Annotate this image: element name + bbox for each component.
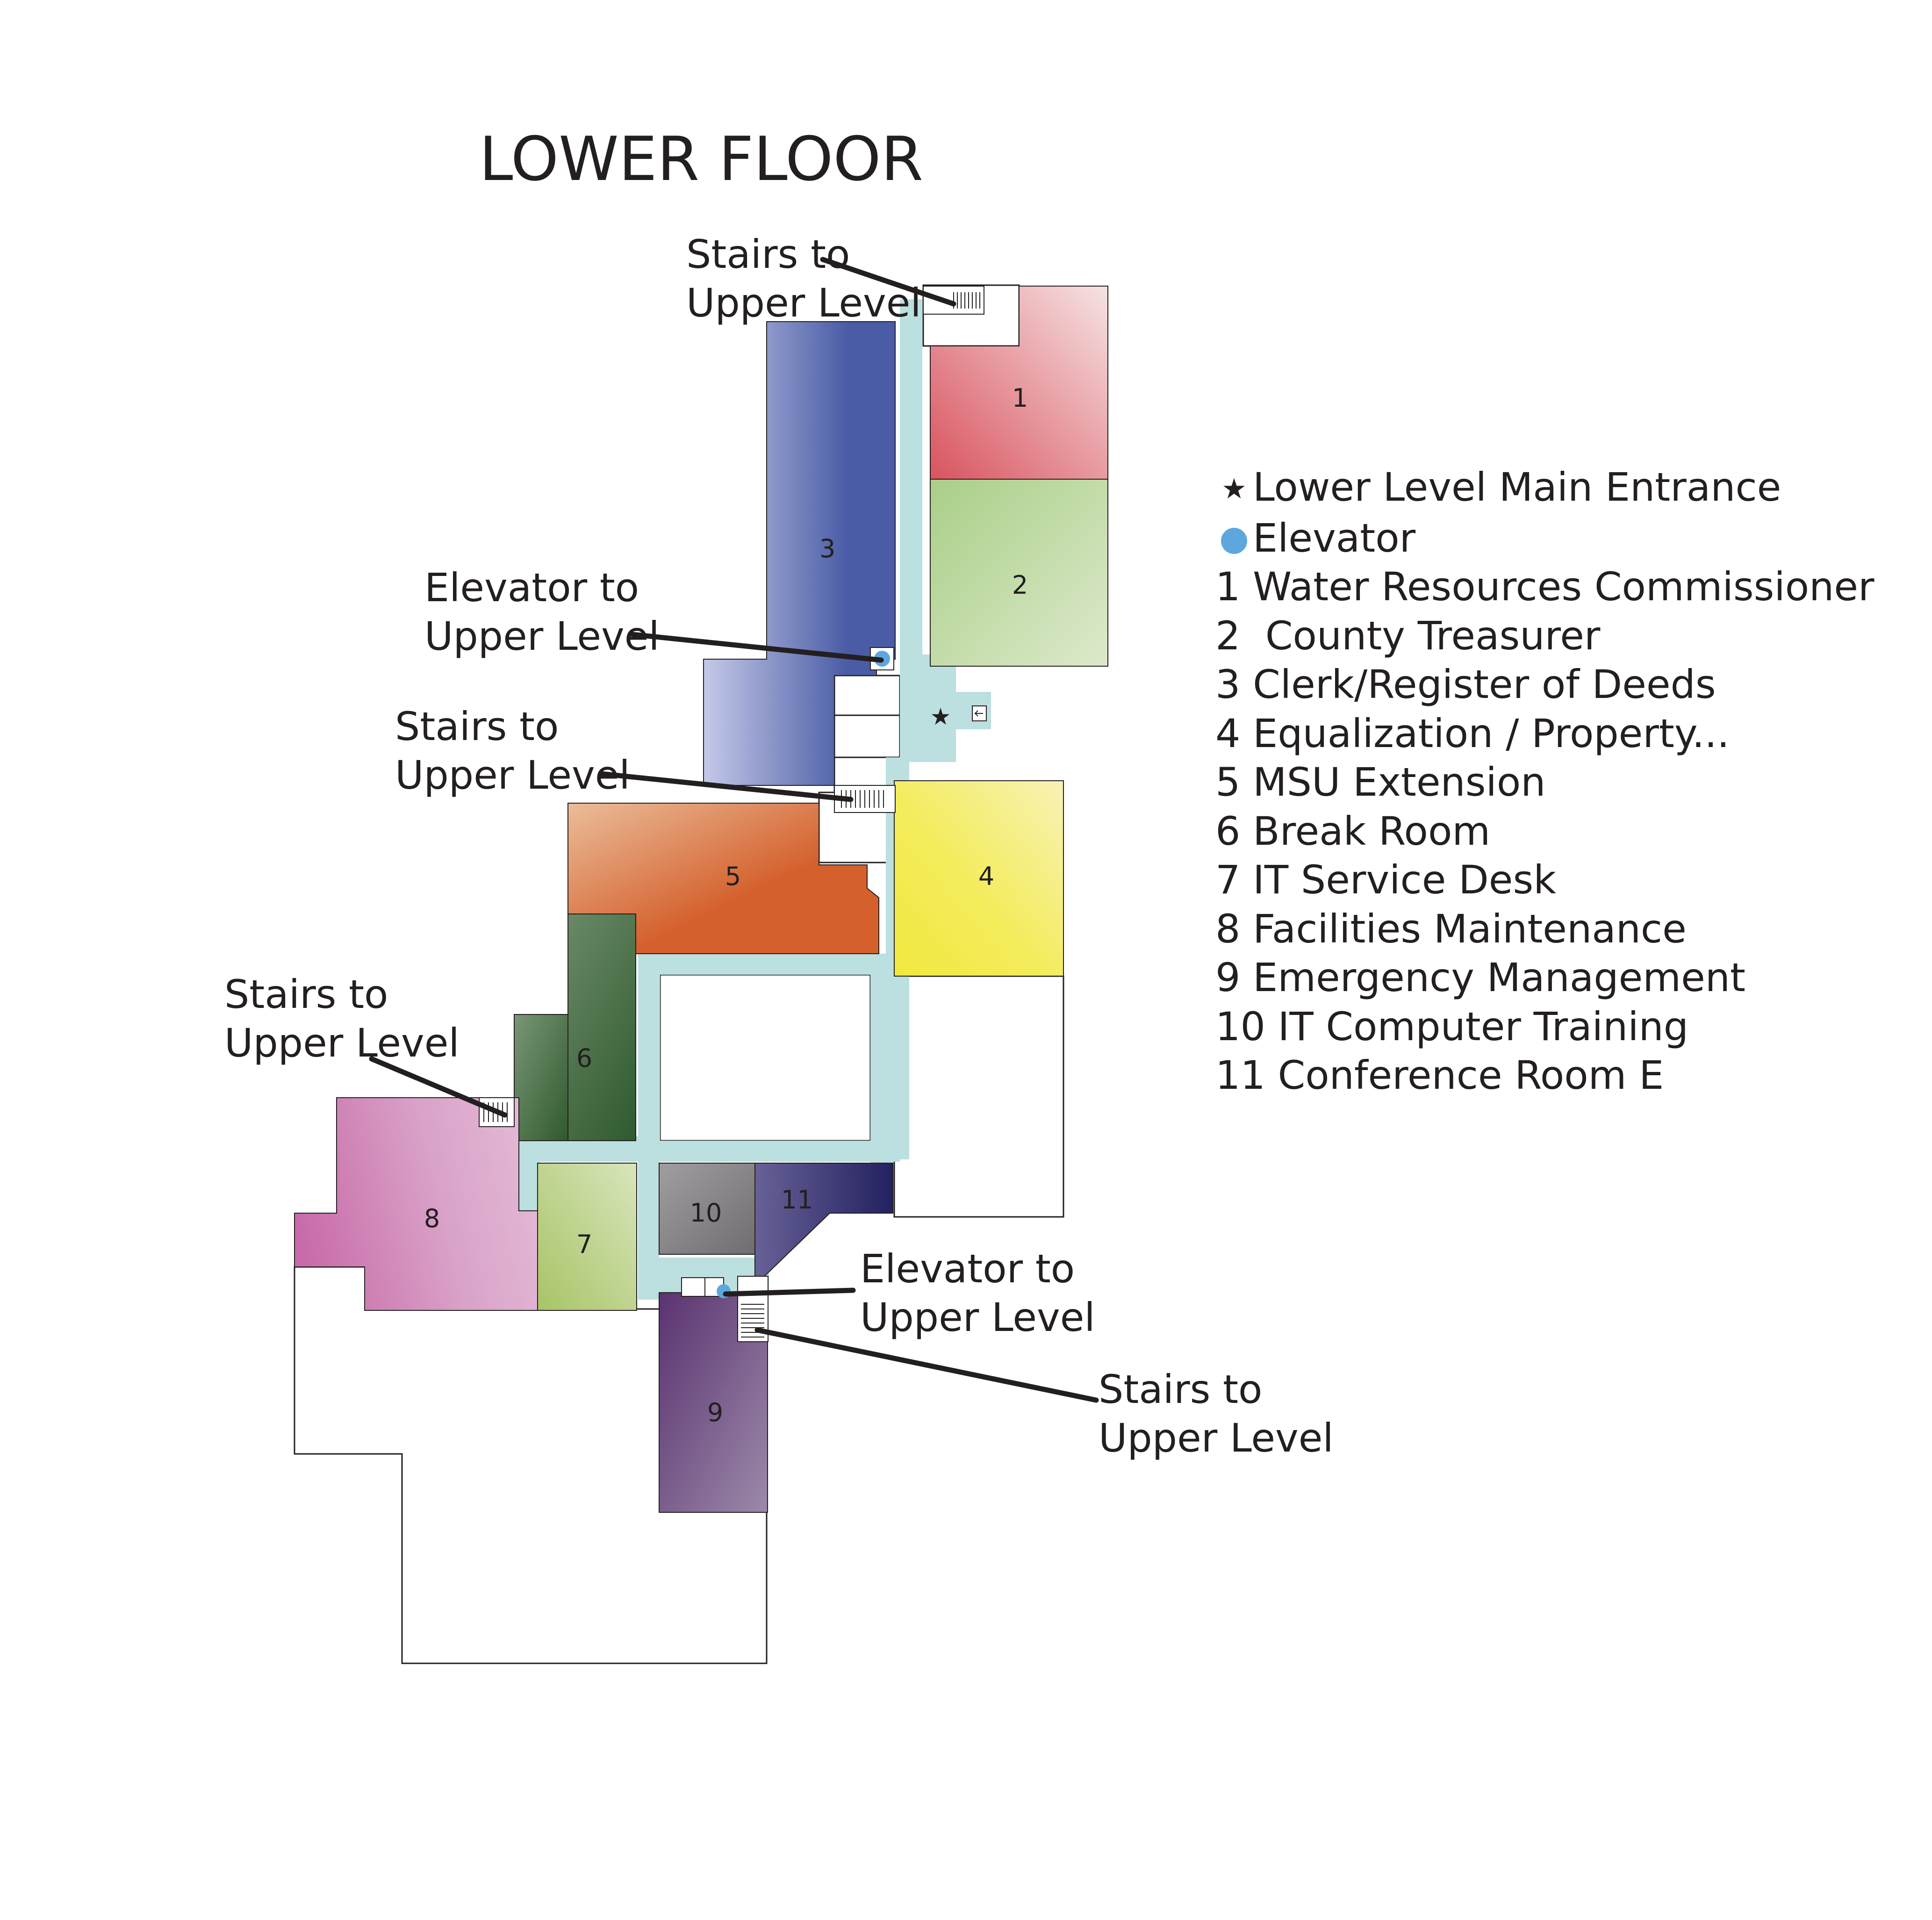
legend-item: 6 Break Room xyxy=(1215,808,1491,854)
callout-line-2: Upper Level xyxy=(424,613,660,659)
callout-elevator-south: Elevator to Upper Level xyxy=(860,1244,1095,1342)
leader-stairs-west xyxy=(369,1056,508,1118)
legend-item: 9 Emergency Management xyxy=(1215,955,1745,1000)
room-6-west xyxy=(514,1014,568,1141)
leader-stairs-central xyxy=(598,771,854,802)
room-number-1: 1 xyxy=(1012,383,1028,413)
interior-court xyxy=(659,974,871,1142)
legend-item: 11 Conference Room E xyxy=(1215,1052,1664,1098)
entrance-arrow-icon xyxy=(974,710,983,717)
legend-entrance-label: Lower Level Main Entrance xyxy=(1253,464,1781,510)
legend-entrance-row: ★ Lower Level Main Entrance xyxy=(1215,460,1875,514)
callout-line-2: Upper Level xyxy=(860,1294,1095,1340)
legend-item: 8 Facilities Maintenance xyxy=(1215,906,1687,952)
room-number-2: 2 xyxy=(1012,570,1028,600)
callout-leaders xyxy=(369,257,1099,1403)
room-number-6: 6 xyxy=(576,1043,592,1073)
legend-item: 7 IT Service Desk xyxy=(1215,857,1556,903)
legend-item: 3 Clerk/Register of Deeds xyxy=(1215,662,1716,707)
room-number-8: 8 xyxy=(424,1204,440,1233)
callout-line-2: Upper Level xyxy=(224,1020,460,1066)
callout-line-1: Stairs to xyxy=(224,971,388,1017)
star-icon: ★ xyxy=(1221,473,1247,505)
legend-item: 5 MSU Extension xyxy=(1215,759,1546,805)
room-number-3: 3 xyxy=(819,534,835,563)
room-number-11: 11 xyxy=(781,1185,813,1215)
legend-elevator-row: Elevator xyxy=(1215,514,1875,563)
room-3 xyxy=(703,321,896,786)
room-number-10: 10 xyxy=(690,1198,722,1228)
leader-stairs-south xyxy=(754,1327,1099,1403)
room-8 xyxy=(294,1097,538,1311)
room-number-5: 5 xyxy=(725,862,741,891)
corridor-lobby xyxy=(900,654,956,762)
room-number-7: 7 xyxy=(576,1230,592,1259)
legend-item: 1 Water Resources Commissioner xyxy=(1215,564,1875,610)
callout-line-1: Stairs to xyxy=(686,231,850,277)
callout-line-1: Stairs to xyxy=(395,704,559,749)
rooms xyxy=(294,286,1108,1513)
callout-elevator-north: Elevator to Upper Level xyxy=(424,563,660,661)
callout-stairs-north: Stairs to Upper Level xyxy=(686,230,921,327)
main-entrance: ★ xyxy=(930,703,987,730)
elevator-dot-icon xyxy=(1215,514,1253,563)
callout-line-2: Upper Level xyxy=(395,752,630,798)
stairs-treads-south xyxy=(741,1304,764,1338)
legend-item: 10 IT Computer Training xyxy=(1215,1003,1689,1050)
room-7 xyxy=(537,1163,637,1311)
room-10 xyxy=(659,1163,755,1255)
callout-line-1: Stairs to xyxy=(1099,1366,1263,1412)
unassigned-area-east xyxy=(893,975,1064,1218)
room-5 xyxy=(567,803,879,954)
corridor-ring-north xyxy=(638,954,909,975)
callout-line-2: Upper Level xyxy=(1099,1415,1334,1461)
callout-line-2: Upper Level xyxy=(686,280,921,326)
legend-item: 2 County Treasurer xyxy=(1215,612,1601,659)
room-2 xyxy=(930,479,1108,667)
room-4 xyxy=(894,780,1064,977)
corridor-ring-east xyxy=(870,954,893,1169)
corridor-ring-south xyxy=(638,1141,900,1162)
legend-item: 4 Equalization / Property... xyxy=(1215,710,1730,756)
leader-stairs-north xyxy=(820,257,956,307)
callout-line-1: Elevator to xyxy=(860,1246,1075,1292)
stairs-treads-north xyxy=(953,292,980,309)
corridor-north xyxy=(900,299,922,654)
entrance-star-icon: ★ xyxy=(930,703,951,730)
room-number-9: 9 xyxy=(707,1398,723,1427)
page-title: LOWER FLOOR xyxy=(479,123,923,194)
south-landing-room-a xyxy=(681,1277,705,1297)
callout-stairs-west: Stairs to Upper Level xyxy=(224,970,460,1067)
legend: ★ Lower Level Main Entrance Elevator 1 W… xyxy=(1215,460,1875,1100)
corridor-ring-west xyxy=(638,954,660,1169)
service-room-b xyxy=(833,714,901,758)
legend-elevator-label: Elevator xyxy=(1253,515,1416,561)
leader-elevator-south xyxy=(723,1287,856,1297)
room-number-4: 4 xyxy=(978,862,994,891)
service-room-a xyxy=(833,675,901,716)
leader-elevator-north xyxy=(629,632,884,663)
callout-stairs-south: Stairs to Upper Level xyxy=(1099,1365,1334,1462)
callout-line-1: Elevator to xyxy=(424,565,639,611)
callout-stairs-central: Stairs to Upper Level xyxy=(395,702,630,799)
room-numbers: 1 2 3 4 5 6 7 8 9 10 11 xyxy=(424,383,1028,1427)
